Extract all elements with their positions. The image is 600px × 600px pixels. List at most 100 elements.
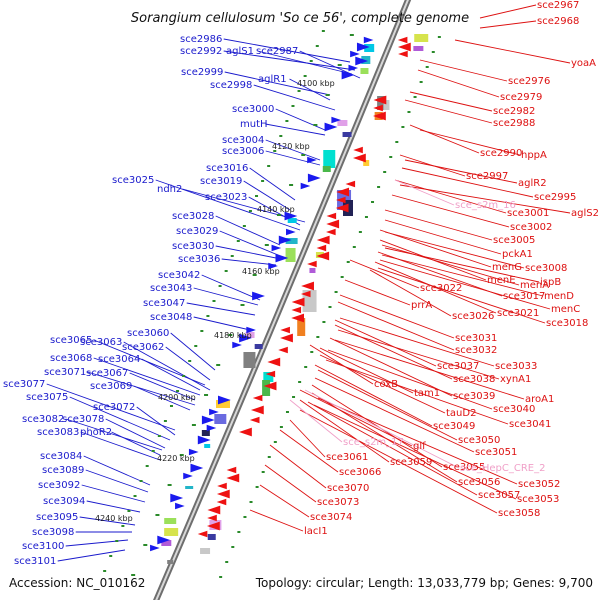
- gene-label-left[interactable]: sce3043: [150, 283, 192, 294]
- gene-label-right[interactable]: sce3018: [546, 318, 588, 329]
- gene-label-right[interactable]: sce3041: [509, 419, 551, 430]
- gene-label-left[interactable]: sce3082: [22, 414, 64, 425]
- gene-label-right[interactable]: sce3055: [443, 462, 485, 473]
- gene-label-right[interactable]: sce2967: [537, 0, 579, 11]
- gene-label-right[interactable]: menC: [551, 304, 580, 315]
- gene-label-right[interactable]: sce3021: [497, 308, 539, 319]
- gene-label-right[interactable]: sce3031: [455, 333, 497, 344]
- gene-label-left[interactable]: sce3089: [42, 465, 84, 476]
- gene-label-right[interactable]: sce3002: [510, 222, 552, 233]
- gene-label-right[interactable]: sce3040: [493, 404, 535, 415]
- gene-label-left[interactable]: sce3047: [143, 298, 185, 309]
- gene-label-right[interactable]: sce3005: [493, 235, 535, 246]
- gene-label-right[interactable]: sce3061: [326, 452, 368, 463]
- gene-label-right[interactable]: menD: [544, 291, 574, 302]
- gene-label-right[interactable]: sce3052: [518, 479, 560, 490]
- gene-label-right[interactable]: ispB: [540, 277, 561, 288]
- gene-label-right[interactable]: yoaA: [571, 58, 596, 69]
- gene-label-left[interactable]: sce3019: [200, 176, 242, 187]
- gene-label-right[interactable]: aglR2: [518, 178, 547, 189]
- gene-label-left[interactable]: sce3069: [90, 381, 132, 392]
- gene-label-left[interactable]: sce3028: [172, 211, 214, 222]
- gene-label-right[interactable]: sce2997: [466, 171, 508, 182]
- gene-label-right[interactable]: menG: [492, 262, 522, 273]
- gene-label-left[interactable]: sce3092: [38, 480, 80, 491]
- gene-label-left[interactable]: sce3068: [50, 353, 92, 364]
- gene-label-right[interactable]: sce3008: [525, 263, 567, 274]
- gene-label-right[interactable]: sce3038: [453, 374, 495, 385]
- gene-label-left[interactable]: sce3036: [178, 254, 220, 265]
- gene-label-right[interactable]: sce2976: [508, 76, 550, 87]
- gene-label-left[interactable]: sce3030: [172, 241, 214, 252]
- gene-label-left[interactable]: sce3101: [14, 556, 56, 567]
- gene-label-left[interactable]: phoR2: [80, 427, 112, 438]
- gene-label-right[interactable]: sce2990: [480, 148, 522, 159]
- gene-label-left[interactable]: sce3023: [205, 192, 247, 203]
- gene-label-right[interactable]: sce2988: [493, 118, 535, 129]
- gene-label-left[interactable]: sce3072: [93, 402, 135, 413]
- gene-label-right[interactable]: sce3001: [507, 208, 549, 219]
- gene-label-right[interactable]: sce3026: [452, 311, 494, 322]
- gene-label-right[interactable]: sce2968: [537, 16, 579, 27]
- gene-label-right[interactable]: lacI1: [304, 526, 328, 537]
- gene-label-right[interactable]: sce3066: [339, 467, 381, 478]
- gene-label-left[interactable]: sce3000: [232, 104, 274, 115]
- gene-label-left[interactable]: sce3084: [40, 451, 82, 462]
- gene-label-right[interactable]: sce3053: [517, 494, 559, 505]
- gene-label-left[interactable]: sce3098: [32, 527, 74, 538]
- gene-label-left[interactable]: sce3083: [37, 427, 79, 438]
- gene-label-right[interactable]: sce2982: [493, 106, 535, 117]
- gene-label-left[interactable]: sce3063: [80, 337, 122, 348]
- gene-label-left[interactable]: sce3071: [44, 367, 86, 378]
- gene-label-left[interactable]: sce3042: [158, 270, 200, 281]
- gene-label-right[interactable]: sce3050: [458, 435, 500, 446]
- gene-label-left[interactable]: ndh2: [157, 184, 182, 195]
- rna-gene-label[interactable]: sce_s2m_17: [343, 437, 404, 448]
- gene-label-right[interactable]: sce3058: [498, 508, 540, 519]
- gene-label-right[interactable]: sce3057: [478, 490, 520, 501]
- gene-label-right[interactable]: sce3056: [458, 477, 500, 488]
- rna-gene-label[interactable]: sce_s2m_16: [455, 200, 516, 211]
- gene-label-right[interactable]: sce3032: [455, 345, 497, 356]
- gene-label-right[interactable]: aroA1: [525, 394, 554, 405]
- gene-label-left[interactable]: sce3006: [222, 146, 264, 157]
- gene-label-left[interactable]: sce3077: [3, 379, 45, 390]
- gene-label-left[interactable]: sce3048: [150, 312, 192, 323]
- gene-label-left[interactable]: mutH: [240, 119, 268, 130]
- gene-label-left[interactable]: sce3025: [112, 175, 154, 186]
- gene-label-right[interactable]: prrA: [411, 300, 432, 311]
- gene-label-right[interactable]: sce3049: [433, 421, 475, 432]
- gene-label-right[interactable]: menA: [520, 280, 549, 291]
- gene-label-left[interactable]: sce3095: [36, 512, 78, 523]
- gene-label-right[interactable]: sce3037: [437, 361, 479, 372]
- gene-label-right[interactable]: xynA1: [500, 374, 531, 385]
- gene-label-left[interactable]: sce2987: [256, 46, 298, 57]
- gene-label-left[interactable]: sce3067: [86, 368, 128, 379]
- rna-gene-label[interactable]: sce_HepC_CRE_2: [460, 463, 545, 474]
- gene-label-right[interactable]: hppA: [521, 150, 547, 161]
- gene-label-left[interactable]: aglS1: [226, 46, 254, 57]
- gene-label-right[interactable]: sce3073: [317, 497, 359, 508]
- gene-label-right[interactable]: pckA1: [502, 249, 533, 260]
- gene-label-left[interactable]: sce3064: [98, 354, 140, 365]
- gene-label-right[interactable]: aglS2: [571, 208, 599, 219]
- gene-label-left[interactable]: sce2992: [180, 46, 222, 57]
- gene-label-left[interactable]: sce3100: [22, 541, 64, 552]
- gene-label-right[interactable]: tauD2: [446, 408, 476, 419]
- gene-label-right[interactable]: sce2995: [534, 192, 576, 203]
- gene-label-left[interactable]: sce3065: [50, 335, 92, 346]
- gene-label-right[interactable]: tam1: [414, 388, 440, 399]
- gene-label-left[interactable]: sce3016: [206, 163, 248, 174]
- gene-label-left[interactable]: sce2999: [181, 67, 223, 78]
- gene-label-left[interactable]: sce3029: [176, 226, 218, 237]
- gene-label-left[interactable]: sce2998: [210, 80, 252, 91]
- gene-label-right[interactable]: sce3070: [327, 483, 369, 494]
- gene-label-left[interactable]: sce3075: [26, 392, 68, 403]
- gene-label-left[interactable]: sce3060: [127, 328, 169, 339]
- gene-label-left[interactable]: sce2986: [180, 34, 222, 45]
- gene-label-right[interactable]: sce3059: [390, 457, 432, 468]
- gene-label-left[interactable]: sce3078: [62, 414, 104, 425]
- gene-label-right[interactable]: sce3074: [310, 512, 352, 523]
- gene-label-left[interactable]: sce3004: [222, 135, 264, 146]
- gene-label-left[interactable]: sce3094: [43, 496, 85, 507]
